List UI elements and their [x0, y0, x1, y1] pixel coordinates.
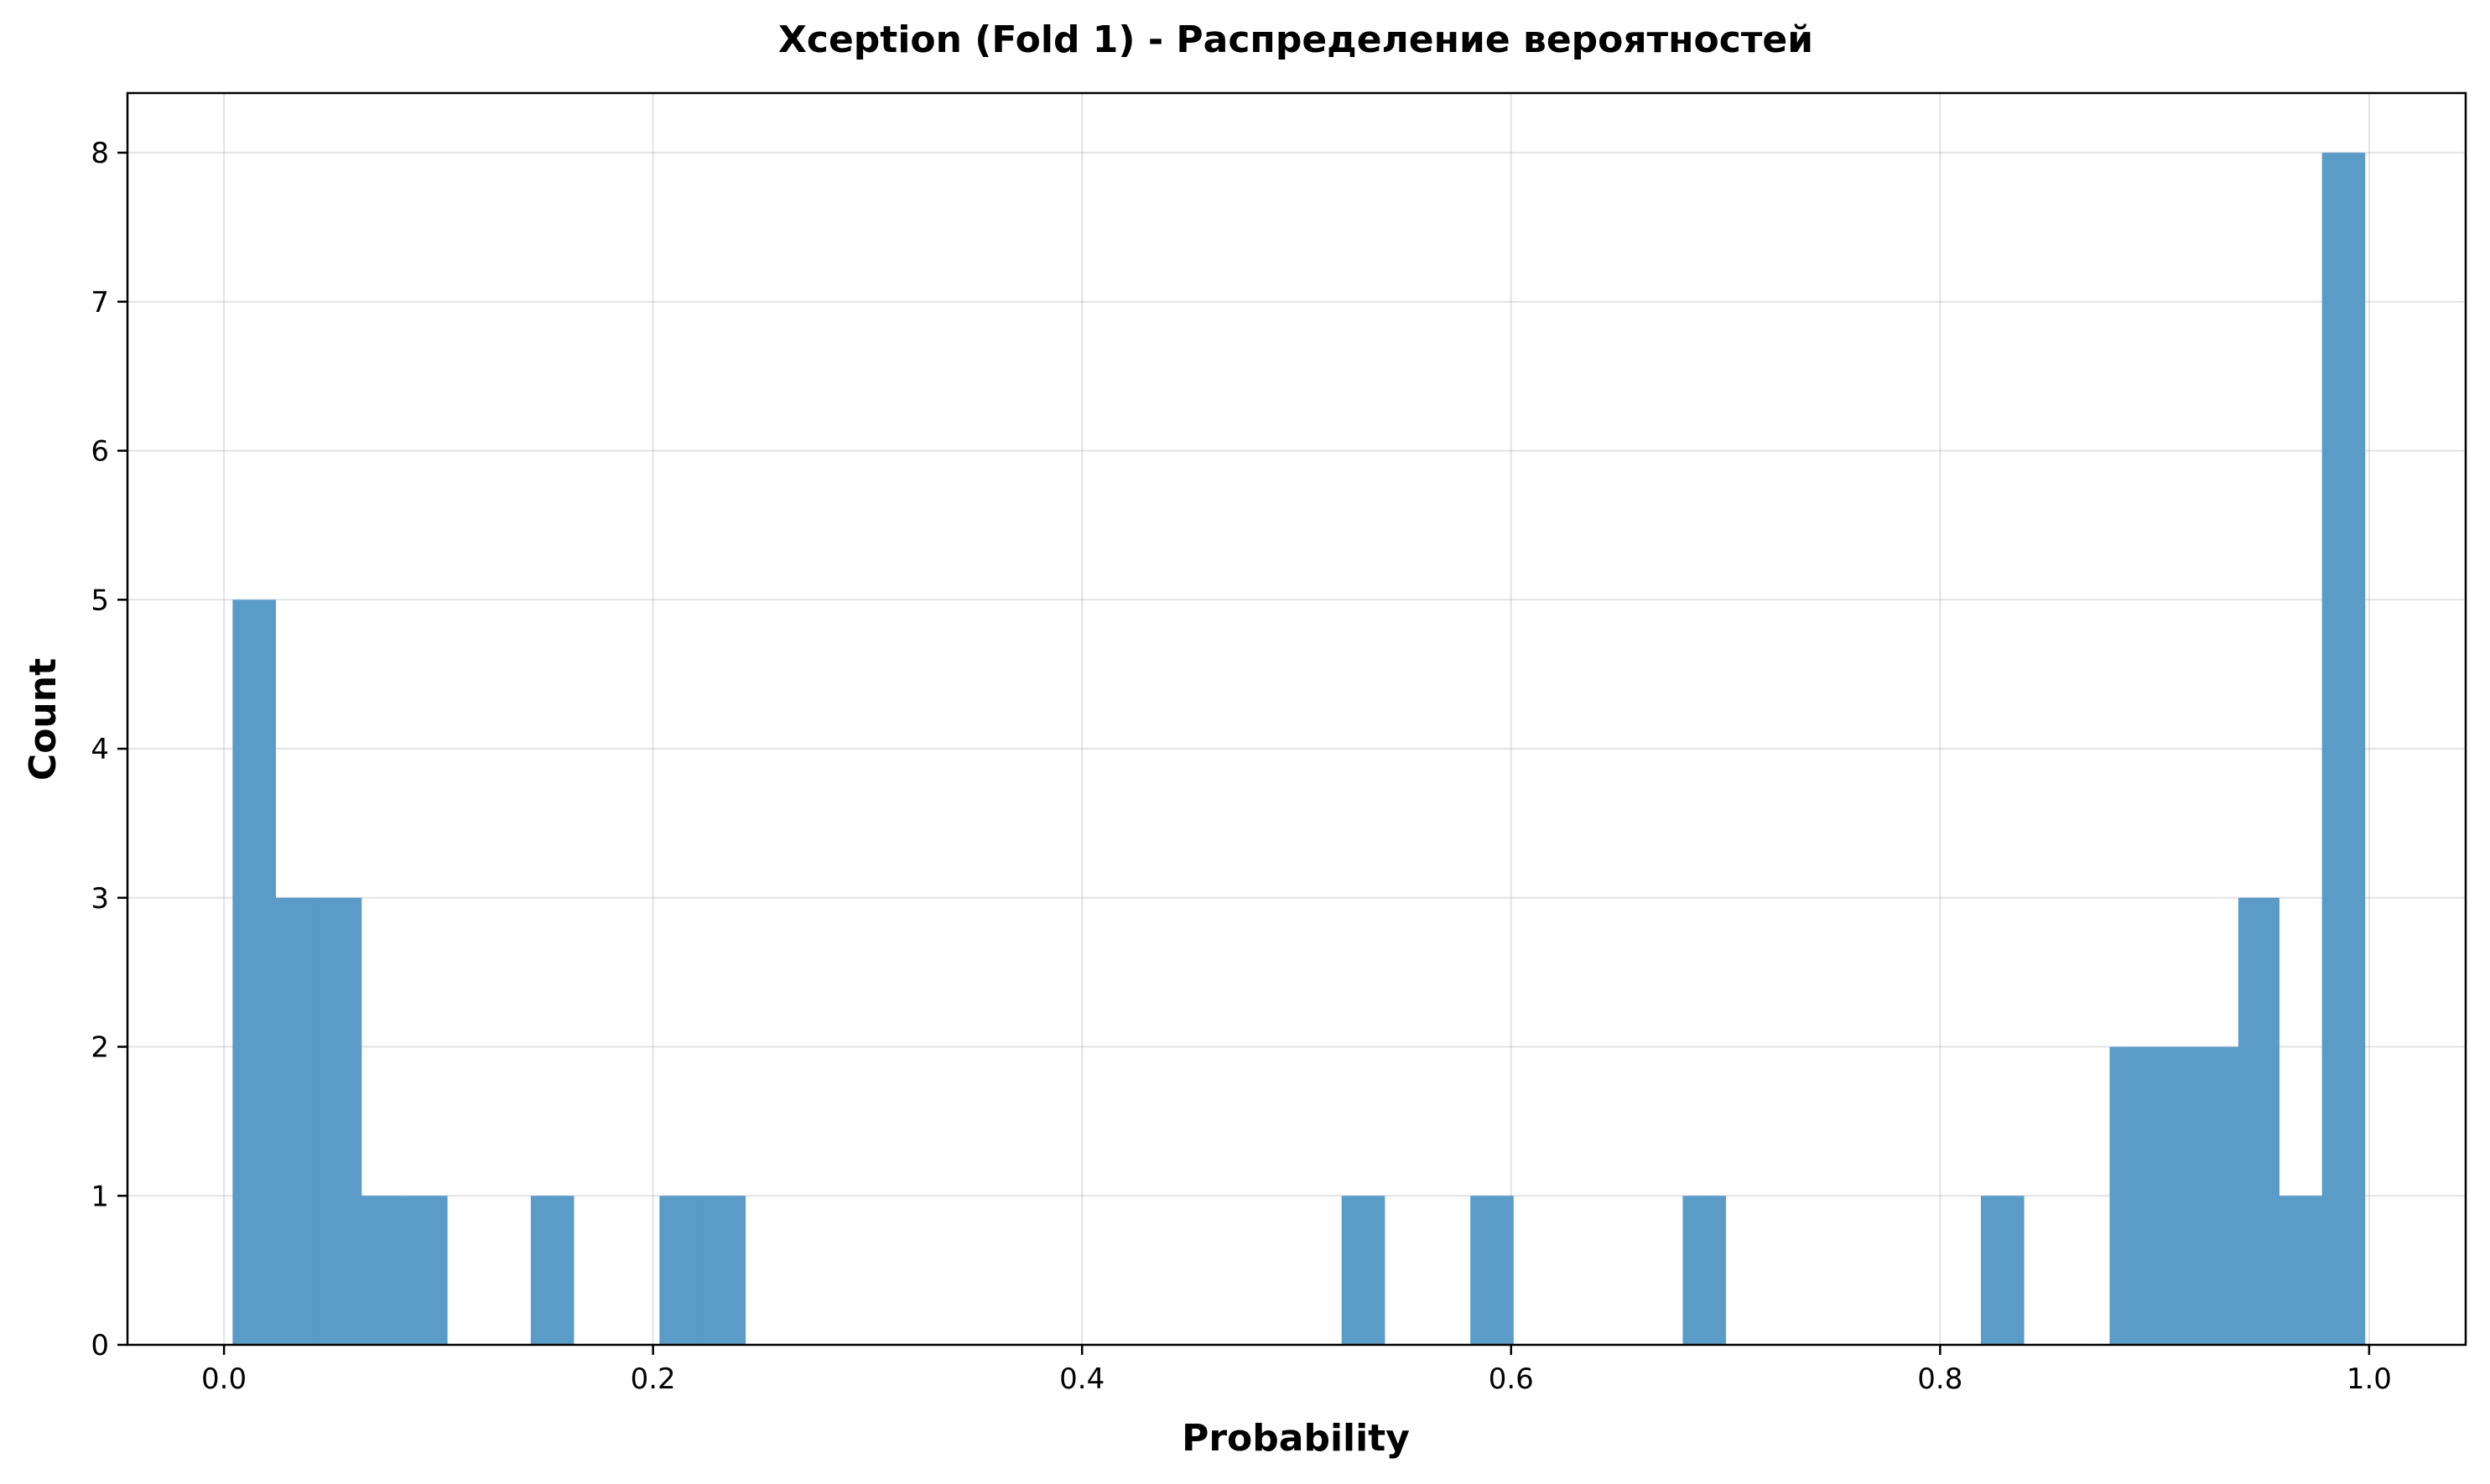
plot-frame: [126, 91, 2467, 1346]
y-tick-label: 0: [91, 1329, 109, 1362]
grid-lines: [127, 93, 2466, 1346]
x-tick-label: 0.8: [1917, 1362, 1962, 1396]
x-tick-label: 0.6: [1489, 1362, 1534, 1396]
histogram-bar: [2279, 1196, 2323, 1345]
histogram-bar: [1470, 1196, 1514, 1345]
y-axis-label: Count: [22, 658, 65, 781]
y-tick-label: 4: [91, 733, 109, 766]
histogram-bar: [403, 1196, 448, 1345]
histogram-bar: [275, 897, 320, 1345]
y-tick-label: 7: [91, 286, 109, 319]
histogram-bar: [2238, 897, 2279, 1345]
histogram-bar: [1980, 1196, 2025, 1345]
x-tick-label: 0.2: [631, 1362, 676, 1396]
y-tick-label: 3: [91, 882, 109, 916]
y-tick-label: 6: [91, 435, 109, 469]
histogram-bar: [2321, 153, 2366, 1346]
y-tick-label: 1: [91, 1180, 109, 1213]
histogram-bar: [702, 1196, 746, 1345]
chart-title: Xception (Fold 1) - Распределение вероят…: [778, 18, 1813, 61]
y-axis-ticks: 0 1 2 3 4 5 6 7 8: [91, 137, 127, 1362]
x-axis-ticks: 0.0 0.2 0.4 0.6 0.8 1.0: [201, 1345, 2392, 1396]
histogram-bar: [2109, 1046, 2154, 1345]
histogram-bar: [530, 1196, 574, 1345]
x-axis-label: Probability: [1182, 1417, 1410, 1460]
histogram-bar: [318, 897, 362, 1345]
y-tick-label: 5: [91, 584, 109, 617]
histogram-bar: [2195, 1046, 2239, 1345]
y-tick-label: 2: [91, 1031, 109, 1065]
histogram-bar: [659, 1196, 703, 1345]
histogram-bar: [2152, 1046, 2196, 1345]
x-tick-label: 1.0: [2347, 1362, 2392, 1396]
histogram-bar: [232, 599, 276, 1345]
histogram-bar: [361, 1196, 405, 1345]
histogram-bar: [1341, 1196, 1385, 1345]
y-tick-label: 8: [91, 137, 109, 170]
histogram-bars: [232, 153, 2366, 1346]
x-tick-label: 0.0: [201, 1362, 247, 1396]
histogram-bar: [1682, 1196, 1727, 1345]
x-tick-label: 0.4: [1059, 1362, 1105, 1396]
